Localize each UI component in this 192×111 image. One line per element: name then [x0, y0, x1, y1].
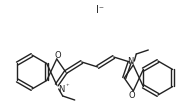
Text: O: O: [129, 91, 136, 100]
Text: O: O: [54, 51, 61, 59]
Text: I⁻: I⁻: [96, 5, 104, 15]
Text: N: N: [59, 84, 65, 93]
Text: N: N: [127, 56, 133, 65]
Text: $^+$: $^+$: [65, 83, 71, 88]
